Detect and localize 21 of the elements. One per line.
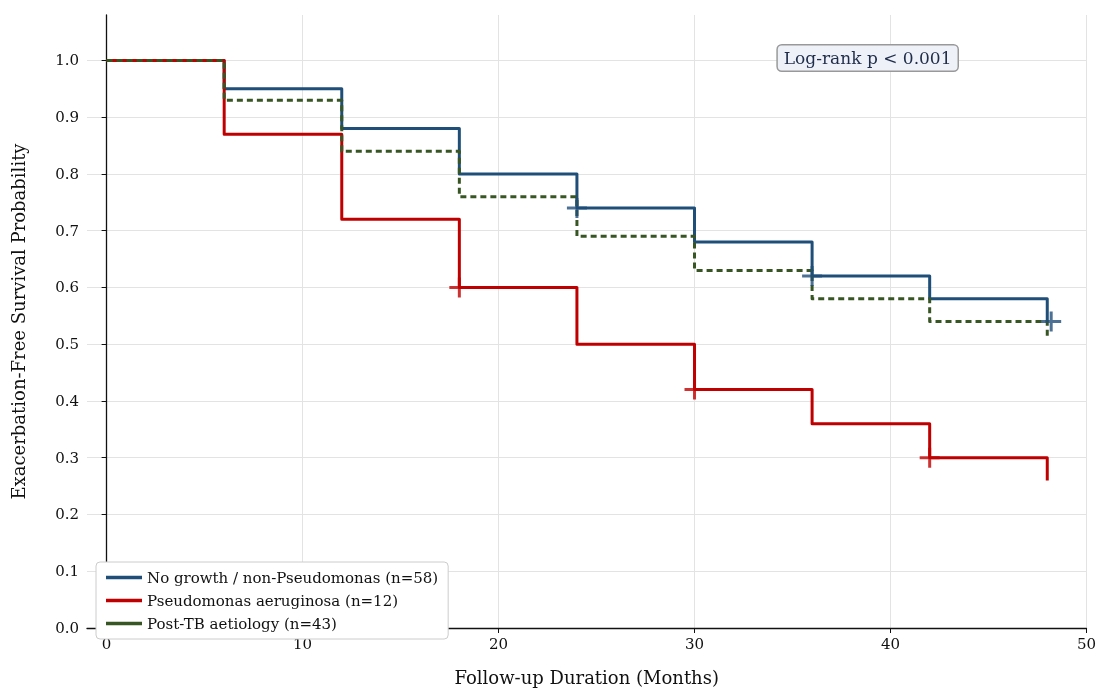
y-tick-label: 0.0 [55, 619, 79, 637]
y-axis-title: Exacerbation-Free Survival Probability [7, 142, 29, 500]
y-tick-label: 0.1 [55, 562, 79, 581]
y-tick-label: 0.3 [55, 448, 79, 467]
x-tick-label: 50 [1076, 634, 1096, 653]
x-axis-title: Follow-up Duration (Months) [454, 666, 719, 688]
y-tick-label: 0.4 [55, 391, 79, 410]
y-tick-label: 0.9 [55, 108, 79, 127]
y-tick-label: 0.7 [55, 221, 79, 240]
legend-label: Pseudomonas aeruginosa (n=12) [147, 591, 399, 610]
x-tick-label: 20 [488, 634, 509, 653]
legend-label: Post-TB aetiology (n=43) [147, 614, 337, 633]
y-tick-label: 0.5 [55, 335, 79, 354]
y-tick-label: 1.0 [55, 51, 79, 70]
annotation: Log-rank p < 0.001 [783, 48, 952, 68]
y-tick-label: 0.6 [55, 278, 79, 297]
y-tick-label: 0.8 [55, 164, 79, 183]
y-tick-label: 0.2 [55, 505, 79, 524]
x-tick-label: 30 [684, 634, 705, 653]
x-tick-label: 40 [880, 634, 901, 653]
legend-label: No growth / non-Pseudomonas (n=58) [147, 568, 439, 587]
